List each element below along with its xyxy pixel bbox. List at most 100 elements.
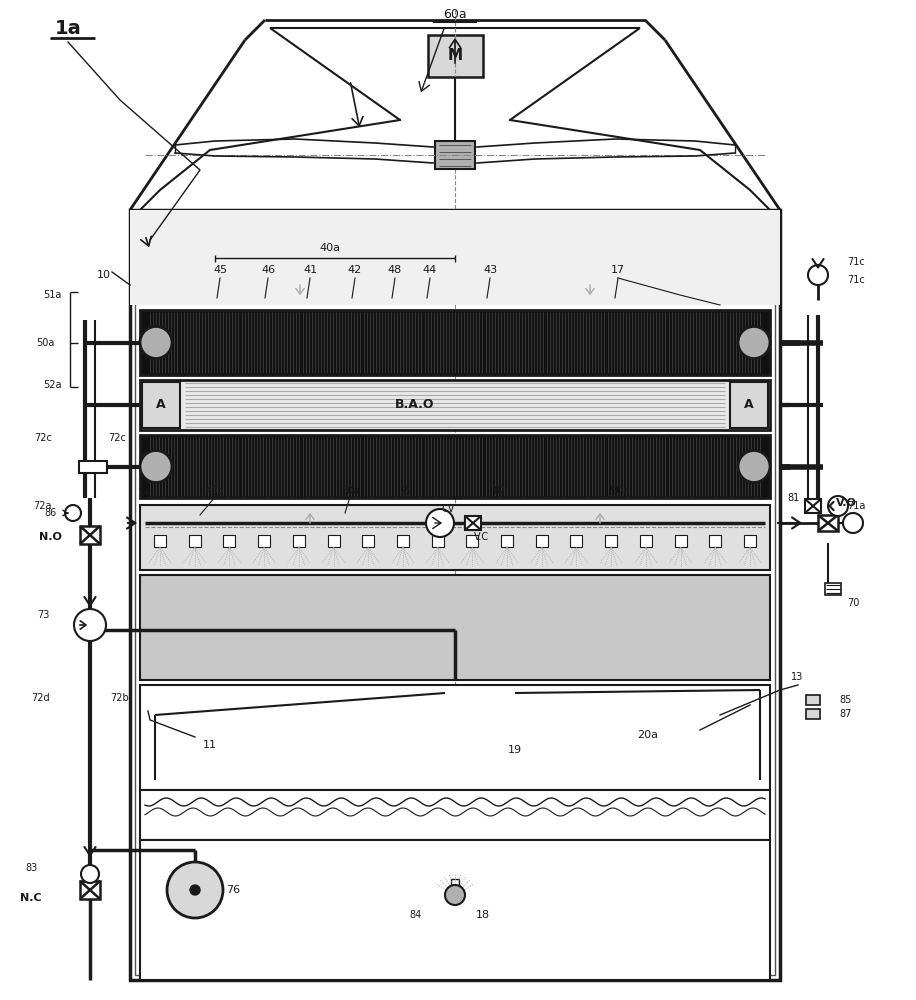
- Text: V.C: V.C: [474, 532, 488, 542]
- Text: 71a: 71a: [846, 501, 866, 511]
- Text: 73: 73: [38, 610, 50, 620]
- Bar: [818, 515, 838, 531]
- Bar: [806, 695, 820, 705]
- Text: M: M: [447, 48, 463, 64]
- Bar: [154, 535, 166, 547]
- Bar: [142, 382, 180, 428]
- Text: A: A: [157, 398, 166, 412]
- Text: 30a: 30a: [341, 486, 359, 496]
- Text: 46: 46: [261, 265, 275, 275]
- Text: CV: CV: [442, 504, 454, 514]
- Bar: [135, 215, 775, 975]
- Text: 52a: 52a: [43, 380, 62, 390]
- Bar: [466, 535, 478, 547]
- Text: 81: 81: [788, 493, 800, 503]
- Bar: [571, 535, 583, 547]
- Bar: [140, 685, 770, 790]
- Bar: [806, 709, 820, 719]
- Text: 17: 17: [611, 265, 625, 275]
- Circle shape: [140, 450, 172, 483]
- Circle shape: [140, 326, 172, 359]
- Text: 72c: 72c: [108, 433, 125, 443]
- Text: 82: 82: [494, 486, 507, 496]
- Text: 71c: 71c: [847, 275, 865, 285]
- Text: 14: 14: [138, 488, 150, 498]
- Text: 70: 70: [846, 598, 859, 608]
- Bar: [451, 879, 459, 887]
- Bar: [80, 881, 100, 899]
- Text: 71c: 71c: [847, 257, 865, 267]
- Text: 48: 48: [387, 265, 402, 275]
- Bar: [431, 535, 443, 547]
- Text: 72c: 72c: [34, 433, 52, 443]
- Bar: [140, 505, 770, 570]
- Circle shape: [738, 450, 770, 483]
- Text: 83: 83: [26, 863, 38, 873]
- Bar: [224, 535, 235, 547]
- Text: 72a: 72a: [34, 501, 52, 511]
- Text: 50a: 50a: [37, 338, 55, 348]
- Bar: [130, 210, 780, 305]
- Bar: [674, 535, 687, 547]
- Circle shape: [81, 865, 99, 883]
- Bar: [536, 535, 548, 547]
- Bar: [825, 583, 841, 595]
- Text: 76: 76: [226, 885, 240, 895]
- Text: 86: 86: [45, 508, 57, 518]
- Text: N.O: N.O: [39, 532, 62, 542]
- Bar: [709, 535, 721, 547]
- Bar: [744, 535, 756, 547]
- Bar: [428, 35, 483, 77]
- Text: 84: 84: [409, 910, 421, 920]
- Bar: [80, 526, 100, 544]
- Text: V.O: V.O: [836, 498, 856, 508]
- Text: 50a: 50a: [609, 486, 630, 496]
- Bar: [140, 840, 770, 980]
- Text: 25: 25: [398, 486, 411, 496]
- Bar: [397, 535, 409, 547]
- Bar: [258, 535, 270, 547]
- Bar: [79, 460, 107, 473]
- Circle shape: [74, 609, 106, 641]
- Text: 13: 13: [791, 672, 803, 682]
- Circle shape: [426, 509, 454, 537]
- Circle shape: [445, 885, 465, 905]
- Bar: [805, 499, 821, 513]
- Circle shape: [828, 496, 848, 516]
- Bar: [362, 535, 375, 547]
- Bar: [501, 535, 513, 547]
- Bar: [605, 535, 617, 547]
- Bar: [730, 382, 768, 428]
- Text: 45: 45: [213, 265, 227, 275]
- Text: N.C: N.C: [20, 893, 42, 903]
- Circle shape: [843, 513, 863, 533]
- Bar: [140, 380, 770, 430]
- Text: A: A: [744, 398, 754, 412]
- Text: 41: 41: [303, 265, 317, 275]
- Text: 40b: 40b: [206, 486, 224, 496]
- Text: 11: 11: [203, 740, 217, 750]
- Bar: [140, 310, 770, 375]
- Circle shape: [65, 505, 81, 521]
- Bar: [140, 790, 770, 840]
- Circle shape: [808, 265, 828, 285]
- Bar: [328, 535, 340, 547]
- Text: 44: 44: [423, 265, 437, 275]
- Bar: [293, 535, 305, 547]
- Text: 43: 43: [483, 265, 497, 275]
- Text: 40a: 40a: [320, 243, 341, 253]
- Text: 72b: 72b: [110, 693, 129, 703]
- Text: 87: 87: [840, 709, 852, 719]
- Bar: [130, 210, 780, 980]
- Bar: [640, 535, 652, 547]
- Text: 18: 18: [476, 910, 490, 920]
- Text: 85: 85: [840, 695, 852, 705]
- Text: 51a: 51a: [44, 290, 62, 300]
- Bar: [465, 516, 481, 530]
- Bar: [189, 535, 201, 547]
- Text: B.A.O: B.A.O: [395, 398, 435, 412]
- Text: 72d: 72d: [31, 693, 50, 703]
- Text: 19: 19: [508, 745, 522, 755]
- Circle shape: [167, 862, 223, 918]
- Bar: [140, 575, 770, 680]
